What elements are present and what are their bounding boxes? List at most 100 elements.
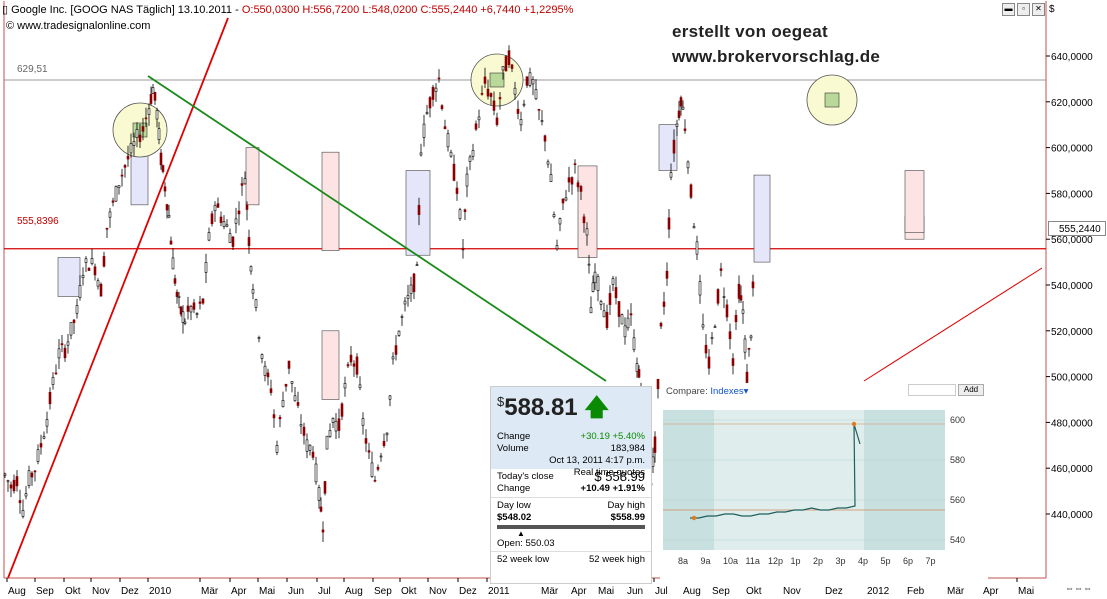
y-tick-label: 560,0000	[1051, 235, 1093, 246]
candle-body	[251, 289, 255, 294]
minimize-button[interactable]: ▬	[1002, 3, 1015, 16]
candle-body	[683, 128, 687, 131]
candle-body	[189, 306, 193, 313]
candle-body	[331, 417, 335, 423]
y-tick-label: 500,0000	[1051, 373, 1093, 384]
candle-body	[549, 174, 553, 183]
quote-panel: $588.81 🡅 Change +30.19 +5.40% Volume 183,…	[490, 386, 652, 584]
candle-body	[108, 211, 112, 218]
candle-body	[417, 205, 421, 215]
candle-body	[695, 241, 699, 255]
candle-body	[543, 135, 547, 142]
add-button[interactable]: Add	[958, 384, 984, 396]
candle-body	[287, 360, 291, 369]
x-tick-label: Jul	[318, 586, 331, 597]
candle-body	[173, 278, 177, 284]
candle-body	[39, 443, 43, 448]
candle-body	[743, 338, 747, 353]
candle-body	[177, 295, 181, 298]
compare-input[interactable]	[908, 384, 956, 396]
change-label: Change	[497, 431, 531, 442]
volume-row: Volume 183,984	[497, 443, 645, 455]
highlight-square	[489, 72, 505, 88]
candle-body	[222, 221, 226, 228]
candle-body	[710, 337, 714, 339]
candle-body	[635, 363, 639, 372]
intraday-y-label: 580	[950, 455, 965, 465]
chevron-down-icon[interactable]: ▾	[743, 386, 749, 397]
intraday-y-label: 540	[950, 535, 965, 545]
candle-body	[192, 302, 196, 310]
y-tick-label: 520,0000	[1051, 327, 1093, 338]
x-tick-label: Mai	[1018, 586, 1034, 597]
maximize-button[interactable]: ▫	[1017, 3, 1030, 16]
candle-body	[686, 161, 690, 169]
candle-body	[72, 319, 76, 324]
candle-body	[151, 87, 155, 94]
candle-body	[111, 200, 115, 203]
source-label: © www.tradesignalonline.com	[6, 20, 151, 32]
scroll-arrows-icon[interactable]: ⇔⇔⇔	[1065, 583, 1092, 593]
candle-body	[525, 76, 529, 86]
x-tick-label: Dez	[121, 586, 139, 597]
candle-body	[412, 273, 416, 293]
close-button[interactable]: ✕	[1032, 3, 1045, 16]
realtime-link[interactable]: Real time quotes	[573, 467, 645, 478]
candle-body	[665, 270, 669, 279]
candle-body	[126, 155, 130, 160]
candle-body	[213, 204, 217, 212]
close-section: Today's close $ 558.99 Change +10.49 +1.91…	[491, 469, 651, 498]
green-downtrend-line	[147, 75, 607, 382]
x-tick-label: Nov	[92, 586, 110, 597]
candle-body	[24, 493, 28, 497]
candle-body	[552, 214, 556, 217]
x-tick-label: Mär	[947, 586, 965, 597]
candle-body	[513, 87, 517, 95]
change2-value: +10.49 +1.91%	[580, 483, 645, 494]
candle-body	[486, 88, 490, 97]
candle-body	[114, 186, 118, 202]
channel-box	[321, 330, 340, 400]
intraday-chart: Compare: Indexes▾ Add 600 580 560 540 8a 9a 1…	[660, 384, 988, 584]
candle-body	[707, 356, 711, 369]
range-bar	[497, 525, 645, 529]
close-value-wrap: $ 558.99	[594, 469, 645, 484]
intraday-x-label: 5p	[881, 556, 891, 566]
indexes-dropdown[interactable]: Indexes	[710, 386, 744, 397]
candle-body	[319, 506, 323, 512]
x-tick-label: Apr	[983, 586, 999, 597]
channel-box	[245, 147, 260, 206]
candles	[3, 45, 755, 543]
candle-body	[576, 182, 580, 188]
candle-body	[321, 529, 325, 533]
candle-body	[716, 289, 720, 304]
candle-body	[698, 281, 702, 296]
x-axis: Aug Sep Okt Nov Dez 2010 Mär Apr Mai Jun Jul Aug Sep…	[6, 578, 1034, 597]
candle-body	[66, 341, 70, 346]
candle-body	[465, 173, 469, 187]
x-tick-label: Jul	[655, 586, 668, 597]
candle-body	[57, 348, 61, 359]
candle-body	[135, 129, 139, 138]
x-tick-label: Okt	[65, 586, 81, 597]
candle-body	[728, 331, 732, 340]
intraday-x-label: 11a	[746, 556, 760, 566]
candle-body	[605, 311, 609, 328]
candle-body	[400, 316, 404, 318]
candle-body	[138, 134, 142, 142]
candle-body	[751, 281, 755, 289]
intraday-y-label: 560	[950, 495, 965, 505]
x-tick-label: Mai	[259, 586, 275, 597]
change2-label: Change	[497, 483, 531, 494]
candle-body	[675, 123, 679, 127]
candle-body	[293, 395, 297, 402]
candle-body	[195, 313, 199, 315]
x-tick-label: Mär	[201, 586, 219, 597]
candle-body	[489, 93, 493, 97]
candle-body	[210, 213, 214, 225]
candle-body	[662, 301, 666, 307]
candle-body	[516, 108, 520, 114]
range-section: Day low Day high $548.02 $558.99 ▲ Open: 5…	[491, 498, 651, 552]
candle-body	[257, 337, 261, 339]
candle-body	[382, 441, 386, 446]
